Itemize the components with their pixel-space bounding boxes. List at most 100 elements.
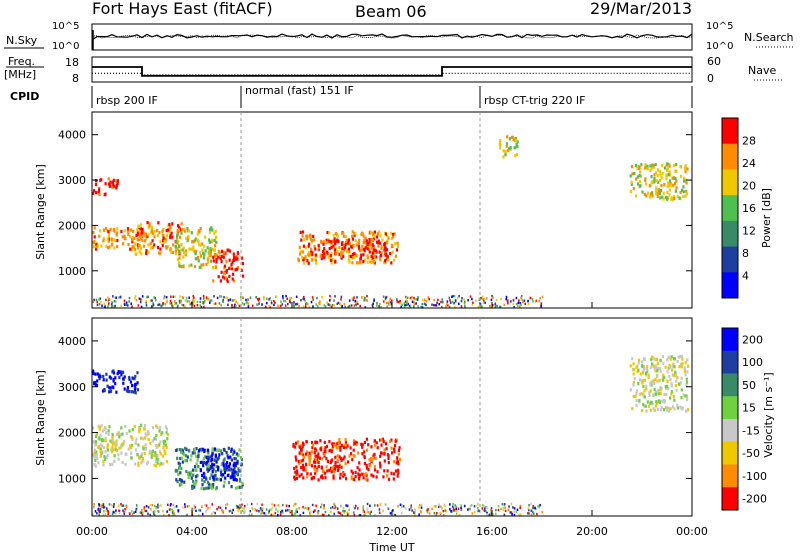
velocity-strip-cell — [182, 506, 184, 509]
velocity-cell — [387, 456, 390, 460]
power-strip-cell — [196, 304, 199, 307]
velocity-cell — [679, 405, 682, 409]
power-strip-cell — [396, 298, 399, 302]
velocity-strip-cell — [502, 508, 505, 512]
velocity-cell — [386, 469, 389, 473]
power-strip-cell — [401, 303, 403, 306]
power-cell — [515, 138, 518, 142]
power-cell — [183, 250, 186, 254]
power-cell — [155, 229, 159, 233]
velocity-strip-cell — [199, 509, 202, 512]
velocity-strip-cell — [452, 507, 455, 510]
velocity-strip-cell — [126, 505, 128, 509]
power-strip-cell — [413, 301, 415, 304]
velocity-cell — [322, 470, 325, 474]
power-cell — [675, 179, 678, 183]
velocity-cell — [685, 409, 688, 413]
velocity-cell — [94, 458, 97, 462]
velocity-strip-cell — [441, 507, 443, 510]
velocity-region-1 — [92, 423, 170, 468]
power-cell — [670, 183, 673, 188]
velocity-cell — [159, 440, 162, 444]
velocity-cell — [309, 454, 312, 458]
velocity-cell — [110, 440, 113, 445]
velocity-strip-cell — [115, 509, 117, 512]
power-cell — [683, 179, 686, 183]
power-cell — [206, 246, 209, 250]
power-strip-cell — [229, 298, 232, 301]
velocity-cell — [155, 453, 158, 458]
power-strip-cell — [135, 299, 138, 302]
velocity-strip-cell — [362, 505, 365, 508]
power-strip-cell — [266, 301, 268, 305]
power-strip-cell — [333, 299, 335, 302]
power-cell — [390, 261, 393, 265]
velocity-cell — [125, 389, 129, 393]
power-strip-cell — [293, 303, 295, 306]
power-strip-cell — [213, 295, 215, 298]
velocity-cell — [669, 407, 672, 411]
velocity-strip-cell — [154, 504, 156, 508]
power-cell — [190, 247, 193, 251]
power-strip-cell — [141, 295, 144, 298]
velocity-cell — [356, 466, 359, 470]
power-cell — [152, 231, 155, 235]
velocity-colorbar-segment-3 — [722, 396, 738, 420]
velocity-strip-cell — [162, 510, 164, 513]
power-cell — [127, 243, 130, 247]
power-cell — [178, 244, 181, 248]
velocity-strip-cell — [145, 504, 148, 508]
velocity-strip-cell — [262, 507, 264, 510]
power-strip-cell — [404, 295, 407, 299]
velocity-cell — [663, 408, 666, 412]
velocity-cell — [236, 486, 240, 490]
velocity-cell — [304, 468, 307, 472]
power-cell — [678, 196, 681, 200]
velocity-cell — [365, 437, 368, 441]
velocity-cell — [657, 367, 660, 371]
power-strip-cell — [203, 297, 205, 300]
power-cell — [338, 252, 341, 256]
power-cell — [95, 190, 98, 195]
power-strip-cell — [152, 304, 154, 308]
velocity-cell — [642, 378, 645, 383]
velocity-cell — [357, 472, 360, 476]
power-cell — [208, 230, 212, 234]
velocity-cell — [137, 455, 141, 459]
power-cell — [665, 195, 668, 199]
velocity-strip-cell — [256, 509, 258, 512]
velocity-cell — [306, 475, 309, 479]
velocity-cell — [390, 438, 393, 442]
power-strip-cell — [329, 294, 331, 298]
power-strip-cell — [302, 305, 305, 308]
velocity-strip-cell — [212, 511, 215, 514]
power-colorbar-tick-0: 4 — [742, 270, 749, 283]
velocity-strip-cell — [259, 507, 262, 510]
power-cell — [177, 225, 181, 230]
power-cell — [136, 227, 139, 232]
power-cell — [138, 250, 141, 254]
velocity-cell — [158, 463, 161, 467]
power-strip-cell — [415, 298, 418, 301]
cpid-segment-1: normal (fast) 151 IF — [245, 84, 354, 97]
power-cell — [185, 236, 188, 240]
power-cell — [378, 250, 381, 254]
power-cell — [236, 251, 239, 255]
power-strip-cell — [541, 295, 544, 298]
velocity-cell — [159, 452, 162, 456]
velocity-cell — [321, 476, 324, 480]
power-cell — [348, 260, 351, 264]
power-strip-cell — [340, 295, 343, 299]
power-cell — [199, 243, 202, 247]
power-cell — [95, 179, 98, 183]
power-cell — [359, 261, 362, 265]
power-cell — [514, 137, 518, 141]
velocity-cell — [102, 463, 105, 467]
velocity-cell — [665, 393, 668, 397]
velocity-cell — [333, 467, 336, 471]
velocity-cell — [638, 392, 641, 396]
power-cell — [204, 235, 207, 239]
power-cell — [165, 245, 168, 249]
power-cell — [212, 279, 215, 283]
power-cell — [180, 222, 183, 226]
